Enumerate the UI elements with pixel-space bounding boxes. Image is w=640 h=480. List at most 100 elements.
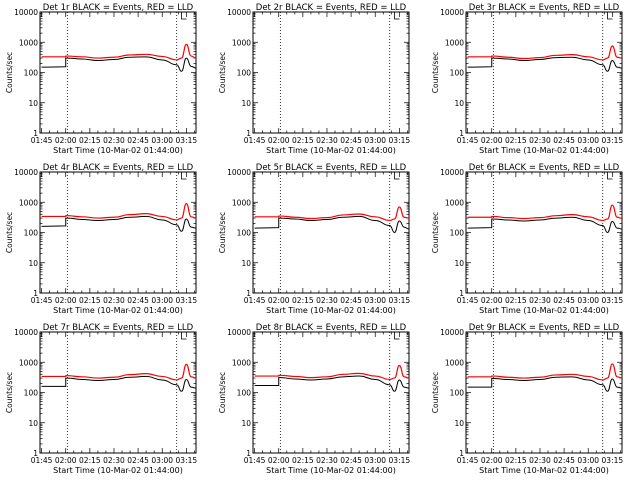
y-tick-label: 10 xyxy=(241,99,251,108)
y-tick-label: 1 xyxy=(33,289,38,298)
events-series-line xyxy=(41,375,197,392)
x-tick-label: 02:45 xyxy=(127,456,149,465)
interval-marker xyxy=(607,332,613,340)
y-tick-label: 10 xyxy=(241,259,251,268)
x-axis-label: Start Time (10-Mar-02 01:44:00) xyxy=(479,466,609,475)
x-tick-label: 03:00 xyxy=(151,456,173,465)
y-tick-label: 10000 xyxy=(14,168,38,177)
y-tick-label: 1000 xyxy=(445,358,464,367)
events-series-line xyxy=(41,215,197,232)
lld-series-line xyxy=(254,364,410,381)
x-tick-label: 02:15 xyxy=(79,136,101,145)
y-tick-label: 1 xyxy=(33,449,38,458)
y-tick-label: 100 xyxy=(450,389,465,398)
x-tick-label: 02:45 xyxy=(340,136,362,145)
chart-panel: Det 3r BLACK = Events, RED = LLD 1 10 100 10… xyxy=(431,3,623,155)
y-axis-label: Counts/sec xyxy=(431,52,440,93)
x-tick-label: 03:00 xyxy=(577,296,599,305)
x-tick-label: 02:45 xyxy=(127,136,149,145)
x-tick-label: 01:45 xyxy=(244,296,266,305)
events-series-line xyxy=(467,56,623,72)
x-tick-label: 01:45 xyxy=(244,136,266,145)
x-tick-label: 03:00 xyxy=(364,456,386,465)
interval-marker xyxy=(394,12,400,20)
interval-marker xyxy=(394,172,400,180)
y-axis-label: Counts/sec xyxy=(218,52,227,93)
x-tick-label: 02:30 xyxy=(529,296,551,305)
x-tick-label: 03:15 xyxy=(176,136,198,145)
events-series-line xyxy=(467,216,623,234)
plot-frame xyxy=(465,171,623,294)
chart-panel: Det 6r BLACK = Events, RED = LLD 1 10 100 10… xyxy=(431,163,623,315)
chart-title: Det 3r BLACK = Events, RED = LLD xyxy=(469,3,620,13)
x-tick-label: 02:30 xyxy=(529,456,551,465)
x-tick-label: 03:00 xyxy=(151,136,173,145)
y-tick-label: 1000 xyxy=(445,38,464,47)
y-tick-label: 1 xyxy=(246,289,251,298)
y-tick-label: 100 xyxy=(237,389,252,398)
interval-marker xyxy=(394,332,400,340)
y-axis-label: Counts/sec xyxy=(431,372,440,413)
plot-frame xyxy=(252,171,410,294)
chart-title: Det 6r BLACK = Events, RED = LLD xyxy=(469,163,620,173)
x-tick-label: 03:15 xyxy=(176,456,198,465)
x-tick-label: 03:00 xyxy=(364,136,386,145)
x-tick-label: 03:00 xyxy=(151,296,173,305)
x-axis-label: Start Time (10-Mar-02 01:44:00) xyxy=(53,466,183,475)
y-tick-label: 100 xyxy=(450,69,465,78)
interval-marker xyxy=(607,12,613,20)
y-tick-label: 10000 xyxy=(227,328,251,337)
plot-frame xyxy=(39,331,197,454)
x-tick-label: 02:00 xyxy=(481,136,503,145)
lld-series-line xyxy=(254,206,410,222)
x-tick-label: 03:00 xyxy=(364,296,386,305)
y-tick-label: 10000 xyxy=(440,8,464,17)
x-tick-label: 03:15 xyxy=(389,136,411,145)
x-tick-label: 02:15 xyxy=(292,136,314,145)
x-tick-label: 01:45 xyxy=(31,136,53,145)
y-tick-label: 10 xyxy=(454,419,464,428)
x-axis-label: Start Time (10-Mar-02 01:44:00) xyxy=(266,146,396,155)
chart-panel: Det 2r BLACK = Events, RED = LLD 1 10 100 10… xyxy=(218,3,410,155)
x-tick-label: 02:15 xyxy=(505,136,527,145)
interval-marker xyxy=(181,332,187,340)
x-tick-label: 02:45 xyxy=(340,296,362,305)
x-tick-label: 02:15 xyxy=(79,296,101,305)
y-tick-label: 10000 xyxy=(14,8,38,17)
x-axis-label: Start Time (10-Mar-02 01:44:00) xyxy=(479,306,609,315)
x-tick-label: 02:30 xyxy=(316,456,338,465)
y-tick-label: 10000 xyxy=(440,328,464,337)
x-tick-label: 02:15 xyxy=(292,296,314,305)
y-tick-label: 1 xyxy=(459,449,464,458)
y-axis-label: Counts/sec xyxy=(431,212,440,253)
chart-title: Det 5r BLACK = Events, RED = LLD xyxy=(256,163,407,173)
x-tick-label: 03:15 xyxy=(176,296,198,305)
y-axis-label: Counts/sec xyxy=(218,372,227,413)
x-tick-label: 01:45 xyxy=(457,136,479,145)
x-tick-label: 03:15 xyxy=(602,136,624,145)
y-tick-label: 1 xyxy=(459,129,464,138)
plot-frame xyxy=(252,11,410,134)
chart-panel: Det 8r BLACK = Events, RED = LLD 1 10 100 10… xyxy=(218,323,410,475)
chart-title: Det 7r BLACK = Events, RED = LLD xyxy=(43,323,194,333)
y-tick-label: 100 xyxy=(24,69,39,78)
x-axis-label: Start Time (10-Mar-02 01:44:00) xyxy=(53,146,183,155)
x-tick-label: 02:45 xyxy=(553,136,575,145)
x-tick-label: 02:30 xyxy=(103,456,125,465)
x-tick-label: 02:00 xyxy=(481,456,503,465)
x-tick-label: 02:30 xyxy=(103,136,125,145)
x-axis-label: Start Time (10-Mar-02 01:44:00) xyxy=(266,466,396,475)
lld-series-line xyxy=(41,43,197,61)
x-tick-label: 02:30 xyxy=(316,136,338,145)
y-tick-label: 100 xyxy=(24,389,39,398)
y-tick-label: 1 xyxy=(246,129,251,138)
events-series-line xyxy=(254,375,410,392)
x-tick-label: 01:45 xyxy=(244,456,266,465)
y-tick-label: 1 xyxy=(246,449,251,458)
x-tick-label: 02:00 xyxy=(55,296,77,305)
x-tick-label: 02:45 xyxy=(553,456,575,465)
y-tick-label: 10000 xyxy=(227,168,251,177)
events-series-line xyxy=(254,215,410,234)
x-tick-label: 02:15 xyxy=(292,456,314,465)
